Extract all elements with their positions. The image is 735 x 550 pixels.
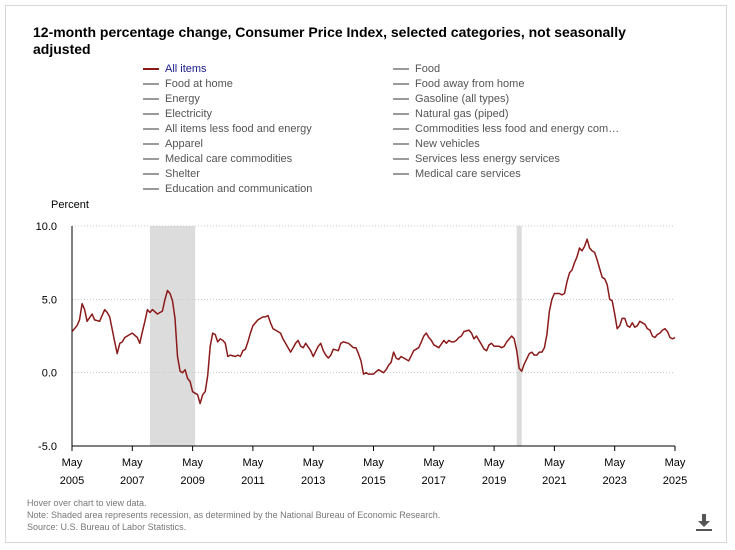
legend-swatch: [143, 142, 159, 145]
legend-label: Electricity: [165, 107, 213, 120]
legend-item[interactable]: Shelter: [143, 166, 200, 181]
legend-label: Services less energy services: [415, 152, 560, 165]
legend-item[interactable]: Medical care services: [393, 166, 521, 181]
legend-item[interactable]: Apparel: [143, 136, 203, 151]
x-tick-year: 2007: [120, 475, 144, 487]
legend-swatch: [143, 97, 159, 100]
x-tick-month: May: [604, 457, 625, 469]
y-tick-label: -5.0: [38, 441, 57, 453]
x-tick-year: 2025: [663, 475, 687, 487]
legend-label: Shelter: [165, 167, 200, 180]
legend-swatch: [143, 172, 159, 175]
hover-note: Hover over chart to view data.: [27, 498, 147, 508]
legend-label: All items: [165, 62, 207, 75]
x-tick-month: May: [182, 457, 203, 469]
legend-swatch: [393, 127, 409, 130]
x-tick-year: 2021: [542, 475, 566, 487]
legend-item[interactable]: All items less food and energy: [143, 121, 312, 136]
y-tick-label: 10.0: [36, 221, 57, 233]
x-tick-year: 2023: [602, 475, 626, 487]
legend-swatch: [393, 157, 409, 160]
legend-label: Food away from home: [415, 77, 525, 90]
legend-item[interactable]: Services less energy services: [393, 151, 560, 166]
legend-item[interactable]: New vehicles: [393, 136, 480, 151]
legend-swatch: [143, 112, 159, 115]
x-tick-month: May: [243, 457, 264, 469]
chart-title: 12-month percentage change, Consumer Pri…: [33, 24, 626, 57]
y-tick-label: 5.0: [42, 294, 57, 306]
legend-swatch: [393, 82, 409, 85]
x-tick-month: May: [363, 457, 384, 469]
legend-label: All items less food and energy: [165, 122, 312, 135]
legend-label: Medical care services: [415, 167, 521, 180]
download-icon[interactable]: [693, 511, 715, 533]
legend-label: Food at home: [165, 77, 233, 90]
x-tick-year: 2005: [60, 475, 84, 487]
legend-label: Natural gas (piped): [415, 107, 509, 120]
source-note: Source: U.S. Bureau of Labor Statistics.: [27, 522, 187, 532]
x-tick-year: 2019: [482, 475, 506, 487]
legend-swatch: [143, 157, 159, 160]
legend-swatch: [393, 172, 409, 175]
x-tick-month: May: [122, 457, 143, 469]
legend-item[interactable]: Commodities less food and energy com…: [393, 121, 619, 136]
recession-band: [516, 226, 522, 446]
legend-item[interactable]: Gasoline (all types): [393, 91, 509, 106]
series-line-all-items: [71, 238, 676, 405]
legend-swatch: [143, 127, 159, 130]
legend-item[interactable]: Food away from home: [393, 76, 524, 91]
x-tick-month: May: [665, 457, 686, 469]
x-tick-month: May: [303, 457, 324, 469]
legend-label: New vehicles: [415, 137, 480, 150]
legend-item[interactable]: Natural gas (piped): [393, 106, 509, 121]
legend-item[interactable]: All items: [143, 61, 207, 76]
legend-item[interactable]: Education and communication: [143, 181, 312, 196]
legend-swatch: [393, 67, 409, 70]
legend-item[interactable]: Medical care commodities: [143, 151, 292, 166]
legend-item[interactable]: Electricity: [143, 106, 212, 121]
y-axis-label: Percent: [51, 199, 89, 211]
legend-label: Apparel: [165, 137, 203, 150]
recession-note: Note: Shaded area represents recession, …: [27, 510, 441, 520]
legend-swatch: [143, 67, 159, 70]
legend-swatch: [143, 187, 159, 190]
legend-label: Commodities less food and energy com…: [415, 122, 620, 135]
chart-frame: [5, 5, 727, 543]
legend-label: Energy: [165, 92, 200, 105]
legend-item[interactable]: Food at home: [143, 76, 233, 91]
x-tick-month: May: [423, 457, 444, 469]
legend-label: Medical care commodities: [165, 152, 293, 165]
legend-item[interactable]: Energy: [143, 91, 200, 106]
x-tick-year: 2011: [241, 475, 265, 487]
legend-label: Food: [415, 62, 441, 75]
x-tick-year: 2013: [301, 475, 325, 487]
chart-notes: Hover over chart to view data. Note: Sha…: [27, 497, 440, 533]
legend-swatch: [393, 142, 409, 145]
x-tick-year: 2009: [180, 475, 204, 487]
recession-band: [149, 226, 196, 446]
y-tick-label: 0.0: [42, 368, 57, 380]
legend-swatch: [143, 82, 159, 85]
x-tick-month: May: [484, 457, 505, 469]
x-tick-year: 2017: [422, 475, 446, 487]
legend-label: Gasoline (all types): [415, 92, 510, 105]
legend-item[interactable]: Food: [393, 61, 440, 76]
legend-swatch: [393, 97, 409, 100]
legend-label: Education and communication: [165, 182, 313, 195]
x-tick-month: May: [62, 457, 83, 469]
x-tick-month: May: [544, 457, 565, 469]
legend-swatch: [393, 112, 409, 115]
x-tick-year: 2015: [361, 475, 385, 487]
